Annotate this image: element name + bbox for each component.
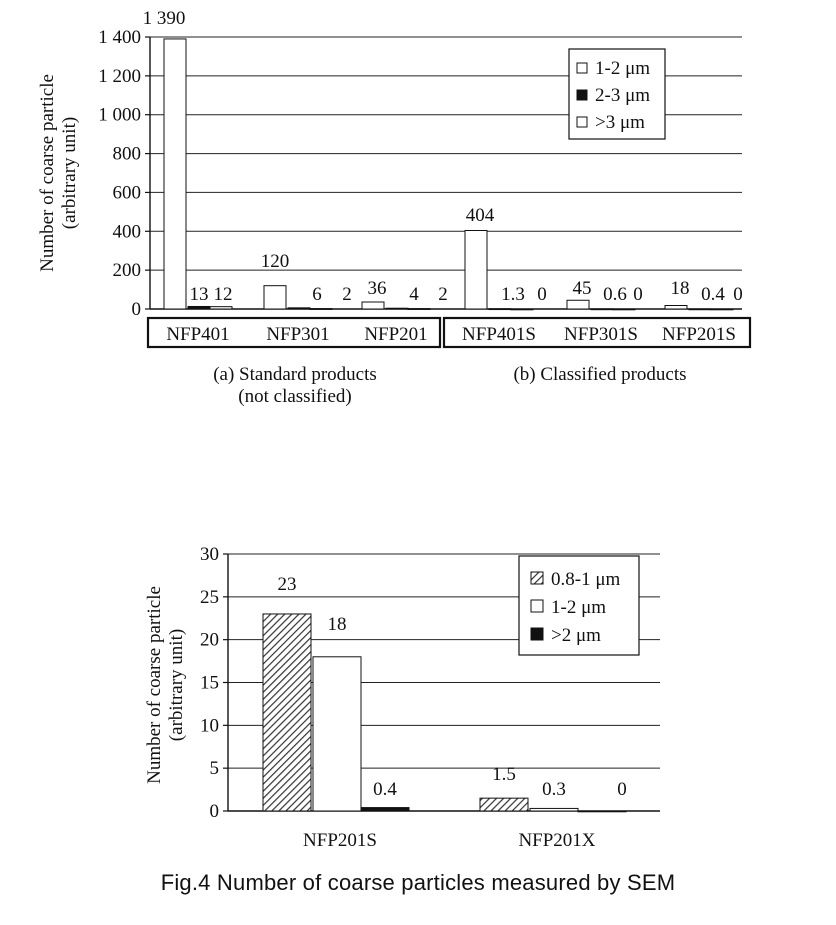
bar — [664, 305, 688, 310]
y-tick-label: 0 — [132, 299, 142, 320]
y-tick-label: 15 — [200, 673, 219, 694]
data-label: 1.5 — [492, 764, 516, 785]
legend-swatch — [576, 116, 588, 128]
y-tick-label: 1 000 — [98, 105, 141, 126]
y-axis-title-line: (arbitrary unit) — [59, 117, 80, 229]
y-tick-label: 0 — [210, 801, 220, 822]
bar — [688, 308, 712, 311]
bar — [590, 308, 614, 311]
legend-label: >3 μm — [595, 112, 645, 133]
y-axis-title-line: (arbitrary unit) — [166, 629, 187, 741]
bar — [407, 308, 431, 310]
y-axis-title-line: Number of coarse particle — [37, 74, 58, 272]
y-tick-label: 400 — [113, 221, 142, 242]
category-group-box — [442, 316, 752, 349]
data-label: 36 — [368, 278, 387, 299]
y-axis-title: Number of coarse particle(arbitrary unit… — [37, 74, 80, 272]
bar — [612, 308, 636, 311]
y-tick-label: 600 — [113, 182, 142, 203]
y-tick-label: 10 — [200, 715, 219, 736]
bar — [577, 810, 627, 813]
data-label: 4 — [409, 284, 419, 305]
bar — [263, 285, 287, 310]
y-tick-label: 20 — [200, 630, 219, 651]
bar — [464, 230, 488, 310]
legend-swatch — [576, 62, 588, 74]
category-group-box — [146, 316, 442, 349]
bar — [312, 656, 362, 812]
data-label: 0.3 — [542, 779, 566, 800]
legend-swatch — [530, 571, 544, 585]
group-label: (not classified) — [238, 386, 351, 407]
data-label: 13 — [190, 284, 209, 305]
y-axis-title: Number of coarse particle(arbitrary unit… — [144, 586, 187, 784]
legend-swatch — [530, 627, 544, 641]
data-label: 45 — [573, 278, 592, 299]
bar — [488, 308, 512, 311]
data-label: 0 — [537, 284, 547, 305]
group-label: (b) Classified products — [513, 364, 686, 385]
x-category-label: NFP201 — [364, 324, 427, 345]
data-label: 0.6 — [603, 284, 627, 305]
legend-label: 2-3 μm — [595, 85, 650, 106]
data-label: 404 — [466, 205, 495, 226]
data-label: 12 — [214, 284, 233, 305]
figure-caption: Fig.4 Number of coarse particles measure… — [160, 870, 676, 895]
x-category-label: NFP301 — [266, 324, 329, 345]
legend-label: 1-2 μm — [595, 58, 650, 79]
data-label: 1.3 — [501, 284, 525, 305]
x-category-label: NFP401 — [166, 324, 229, 345]
y-tick-label: 200 — [113, 260, 142, 281]
chart-nfp201s-vs-nfp201x: 0 5 10 15 20 25 30 Number of coarse particle(ar… — [144, 544, 660, 851]
data-label: 0.4 — [701, 284, 725, 305]
bar — [710, 308, 734, 311]
bar — [287, 307, 311, 310]
data-label: 0 — [617, 779, 627, 800]
y-tick-label: 30 — [200, 544, 219, 565]
legend-label: 0.8-1 μm — [551, 569, 621, 590]
x-category-label: NFP201S — [303, 830, 377, 851]
bar — [309, 308, 333, 310]
legend-label: 1-2 μm — [551, 597, 606, 618]
y-tick-label: 25 — [200, 587, 219, 608]
bar — [262, 613, 312, 812]
bar — [360, 807, 410, 812]
bar — [479, 797, 529, 812]
y-axis-title-line: Number of coarse particle — [144, 586, 165, 784]
bar — [529, 807, 579, 812]
data-label: 1 390 — [143, 8, 186, 29]
data-label: 120 — [261, 251, 290, 272]
bar — [510, 308, 534, 311]
data-label: 23 — [278, 574, 297, 595]
bar — [163, 38, 187, 310]
legend-swatch — [576, 89, 588, 101]
data-label: 6 — [312, 284, 322, 305]
data-label: 0.4 — [373, 779, 397, 800]
legend-label: >2 μm — [551, 625, 601, 646]
legend-swatch — [530, 599, 544, 613]
data-label: 18 — [328, 614, 347, 635]
data-label: 0 — [733, 284, 743, 305]
data-label: 2 — [342, 284, 352, 305]
group-label: (a) Standard products — [213, 364, 377, 385]
bar — [361, 301, 385, 310]
x-category-label: NFP401S — [462, 324, 536, 345]
x-category-label: NFP201S — [662, 324, 736, 345]
bar — [209, 306, 233, 310]
bar — [187, 305, 211, 310]
bar — [566, 299, 590, 310]
bar — [385, 307, 409, 310]
data-label: 18 — [671, 278, 690, 299]
data-label: 2 — [438, 284, 448, 305]
y-tick-label: 800 — [113, 144, 142, 165]
x-category-label: NFP201X — [518, 830, 595, 851]
y-tick-label: 5 — [210, 758, 220, 779]
y-tick-label: 1 200 — [98, 66, 141, 87]
y-tick-label: 1 400 — [98, 27, 141, 48]
data-label: 0 — [633, 284, 643, 305]
x-category-label: NFP301S — [564, 324, 638, 345]
